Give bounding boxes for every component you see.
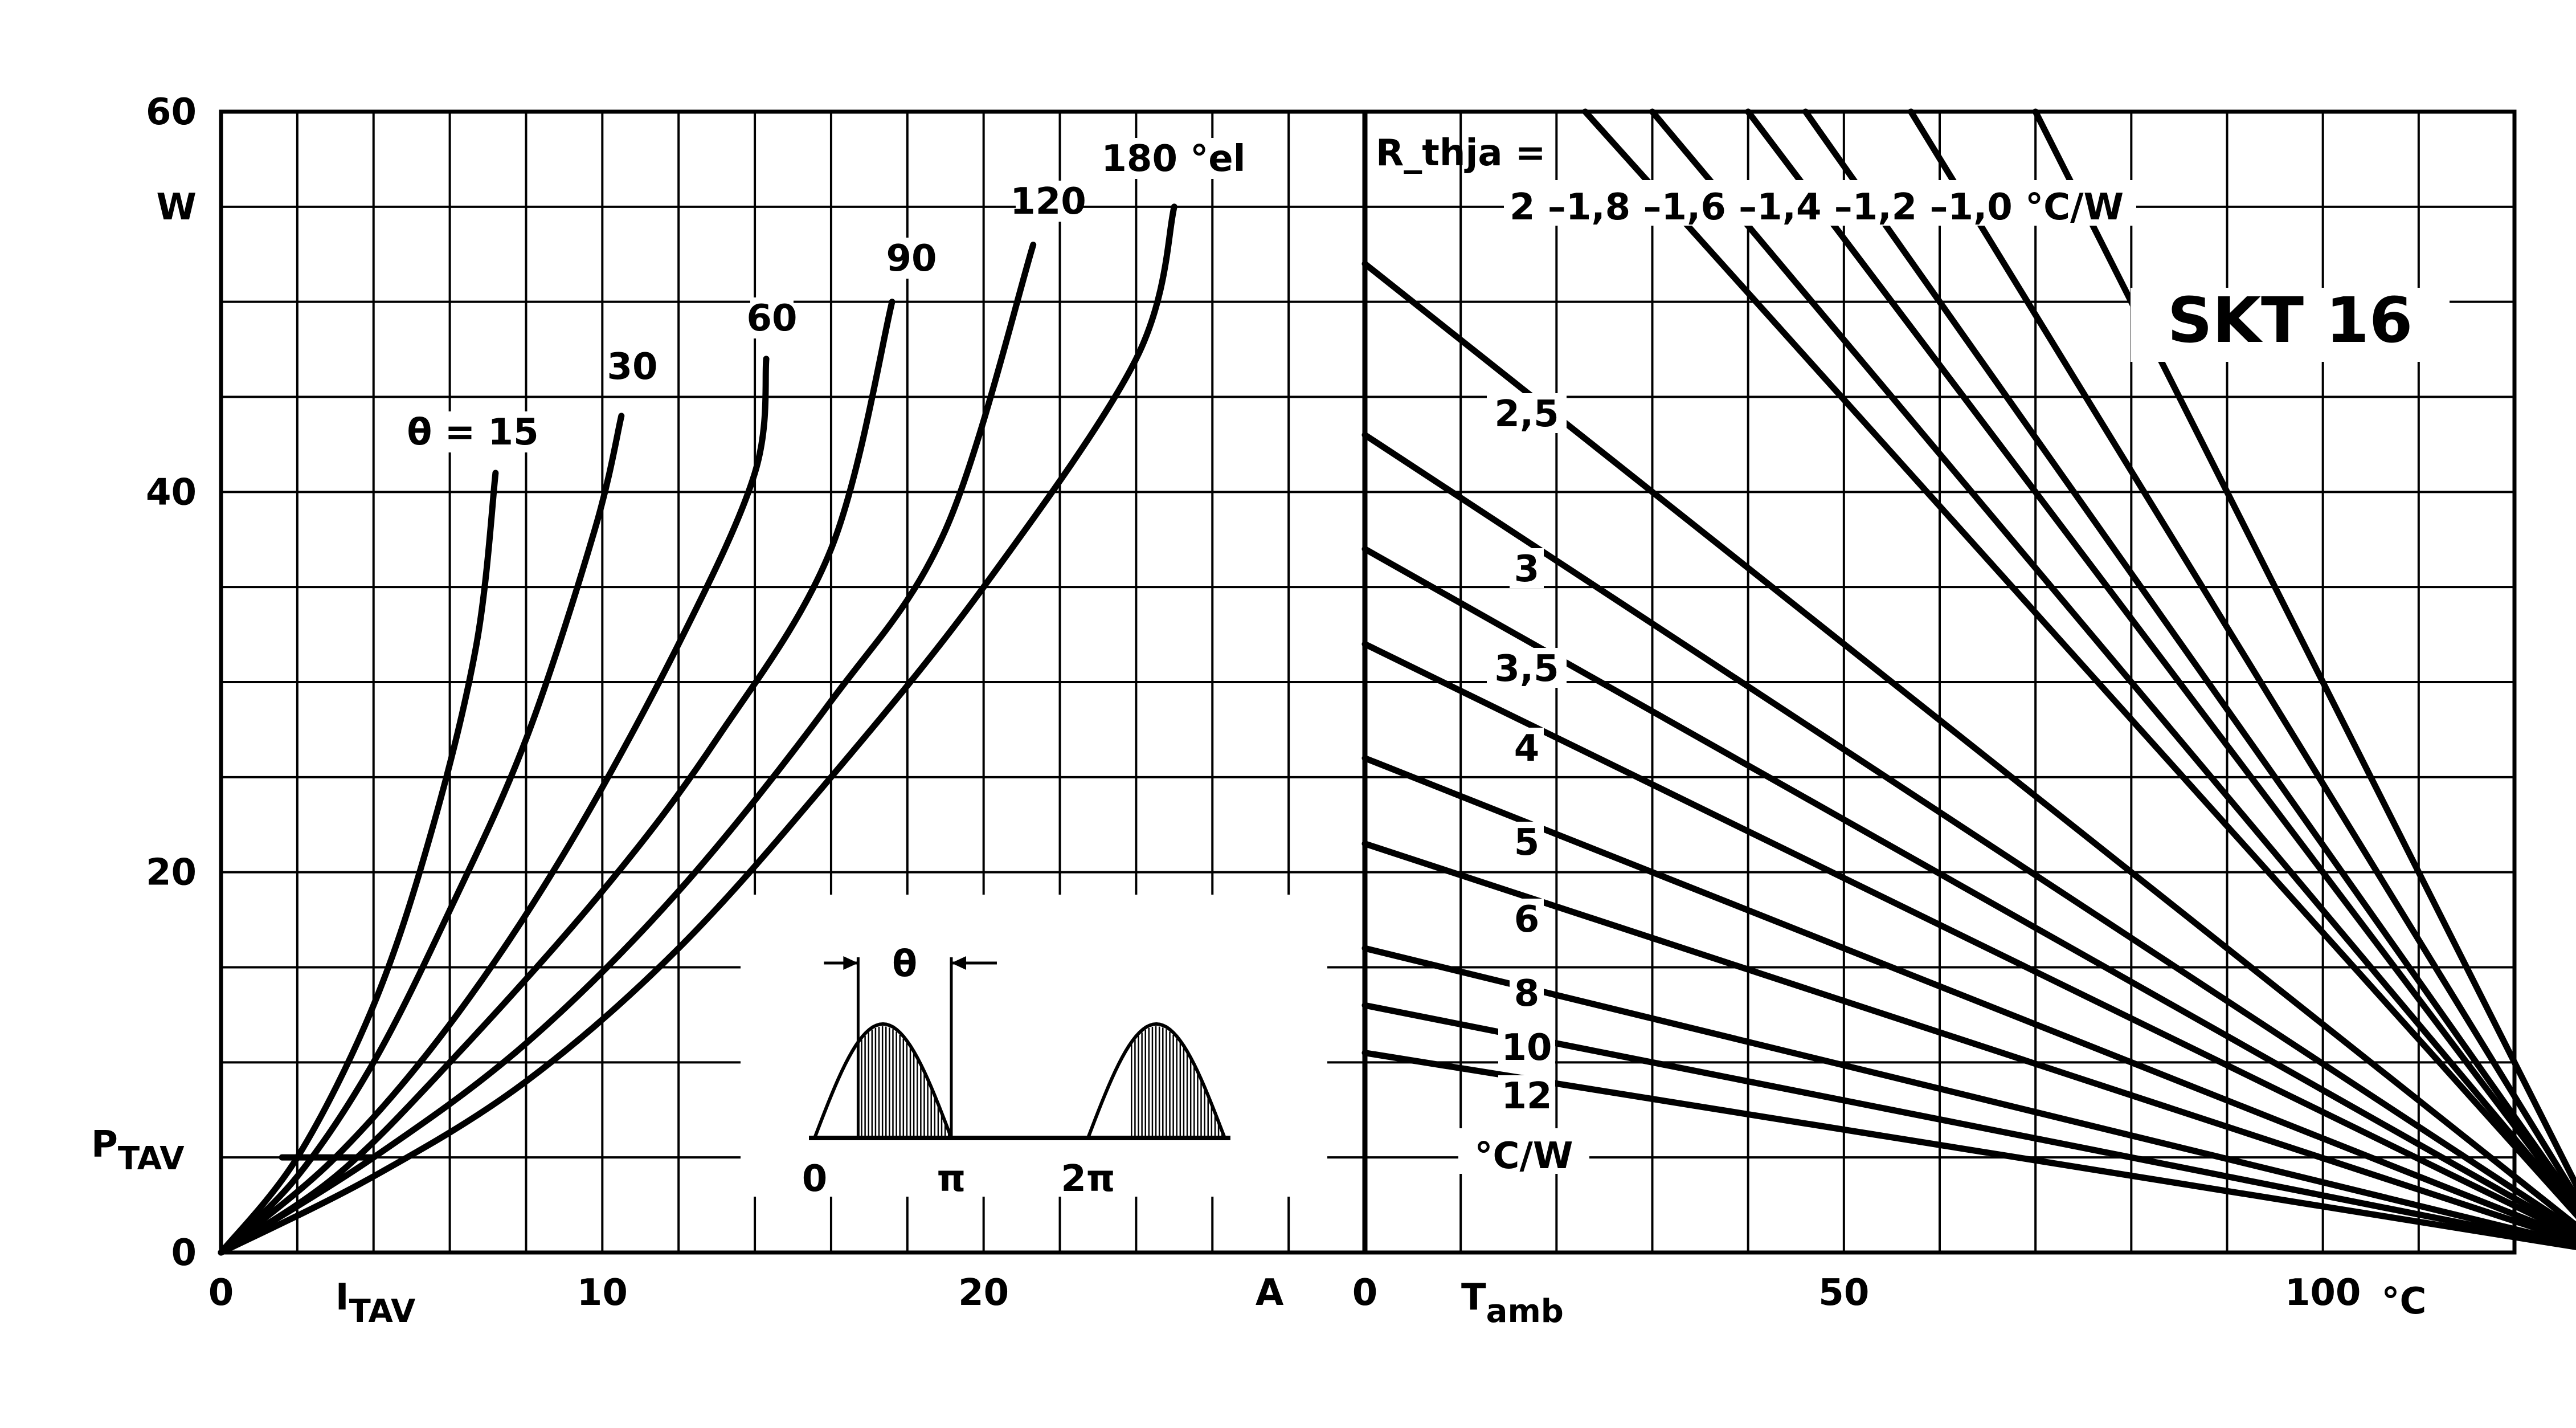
curve-label-theta-90: 90	[886, 238, 937, 280]
x-tick-label-right: 50	[1818, 1272, 1869, 1314]
rthja-label-3: 3	[1514, 548, 1540, 590]
curve-label-bg	[750, 297, 794, 338]
x-axis-label-right: Tamb	[1461, 1276, 1564, 1330]
y-tick-label: 60	[146, 91, 197, 133]
rthja-label-bg	[1510, 548, 1544, 588]
rthja-label-8: 8	[1514, 973, 1540, 1015]
curve-label-theta-15: θ = 15	[407, 411, 538, 454]
rthja-line-6	[1361, 841, 2576, 1245]
inset-theta-label: θ	[892, 943, 917, 985]
rthja-line-12	[1361, 1050, 2576, 1250]
rthja-label-3,5: 3,5	[1494, 648, 1559, 690]
rthja-label-bg	[1510, 728, 1544, 768]
rthja-label-bg	[1498, 1027, 1555, 1067]
y-unit: W	[156, 186, 197, 229]
rthja-line-1,4	[1802, 108, 2576, 1210]
rthja-label-12: 12	[1501, 1075, 1552, 1117]
x-tick-label-left: 20	[958, 1272, 1009, 1314]
curve-label-theta-60: 60	[746, 297, 797, 340]
y-tick-label: 40	[146, 471, 197, 513]
plot-frame	[219, 109, 2517, 1255]
rthja-label-bg	[1510, 899, 1544, 939]
y-tick-label: 0	[171, 1232, 197, 1274]
rthja-line-1,6	[1745, 108, 2576, 1213]
rthja-unit-label: °C/W	[1475, 1135, 1573, 1177]
curve-label-bg	[1098, 138, 1249, 179]
curve-label-bg	[1016, 181, 1081, 222]
y-axis-label: PTAV	[91, 1124, 185, 1177]
rthja-line-1,8	[1649, 108, 2576, 1217]
rthja-unit-bg	[1458, 1128, 1589, 1174]
rthja-label-bg	[1487, 393, 1567, 433]
title-bg	[2131, 288, 2450, 362]
rthja-legend-title: R_thja =	[1376, 132, 1545, 174]
inset-wave-2	[1086, 1022, 1226, 1139]
grid	[219, 109, 2517, 1255]
x-unit-left: A	[1256, 1272, 1284, 1314]
x-axis-label-left: ITAV	[336, 1276, 416, 1330]
curve-theta-120	[218, 242, 1037, 1256]
rthja-line-3	[1361, 431, 2576, 1234]
inset-theta-arrowhead-left	[843, 956, 858, 970]
rthja-label-bg	[1510, 973, 1544, 1013]
curve-theta-30	[218, 413, 625, 1256]
curve-theta-180	[218, 203, 1177, 1256]
waveform-inset: θ 0 π 2π	[741, 895, 1327, 1200]
inset-tick-label: 2π	[1061, 1158, 1115, 1200]
rthja-label-4: 4	[1514, 728, 1540, 770]
rthja-label-5: 5	[1514, 822, 1540, 864]
rthja-label-2,5: 2,5	[1494, 393, 1559, 435]
x-tick-label-left: 0	[208, 1272, 234, 1314]
rthja-line-1,2	[1908, 108, 2576, 1203]
rthja-line-3,5	[1361, 545, 2576, 1237]
x-unit-right: °C	[2382, 1280, 2427, 1323]
inset-wave-1	[813, 1022, 953, 1139]
y-tick-label: 20	[146, 852, 197, 894]
rthja-line-8	[1361, 945, 2576, 1247]
curves	[218, 108, 2576, 1256]
inset-background	[741, 895, 1327, 1197]
rthja-label-6: 6	[1514, 899, 1540, 941]
rthja-line-2	[1582, 108, 2576, 1219]
rthja-label-bg	[1498, 1075, 1555, 1115]
curve-label-theta-120: 120	[1010, 181, 1086, 223]
rthja-top-label-bg	[1504, 180, 2136, 226]
rthja-label-10: 10	[1501, 1027, 1552, 1069]
curve-label-bg	[408, 411, 538, 452]
curve-label-theta-30: 30	[607, 346, 657, 388]
curve-label-bg	[890, 238, 933, 279]
rthja-line-4	[1361, 640, 2576, 1239]
chart-title: SKT 16	[2168, 284, 2413, 357]
rthja-line-2,5	[1361, 260, 2576, 1230]
x-tick-label-right: 100	[2285, 1272, 2361, 1314]
rthja-line-10	[1361, 1002, 2576, 1249]
curve-theta-90	[218, 299, 896, 1256]
inset-theta-arrowhead-right	[951, 956, 966, 970]
rthja-label-bg	[1487, 648, 1567, 688]
inset-tick-label: π	[937, 1158, 966, 1200]
curve-label-theta-180: 180 °el	[1101, 138, 1245, 180]
rthja-top-labels: 2 –1,8 –1,6 –1,4 –1,2 –1,0 °C/W	[1510, 186, 2124, 229]
inset-tick-label: 0	[802, 1158, 828, 1200]
rthja-label-bg	[1510, 822, 1544, 862]
x-tick-label-right: 0	[1352, 1272, 1378, 1314]
x-tick-label-left: 10	[577, 1272, 628, 1314]
curve-label-bg	[611, 346, 654, 387]
rthja-line-5	[1361, 754, 2576, 1243]
